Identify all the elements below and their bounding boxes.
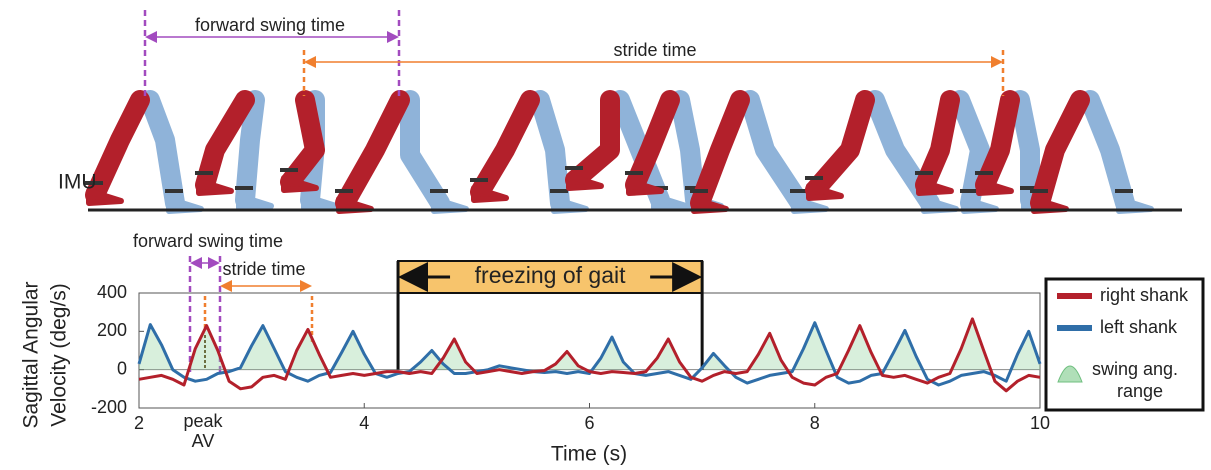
swing-fill <box>700 353 729 370</box>
annotation: forward swing time <box>195 15 345 35</box>
freezing-label: freezing of gait <box>475 262 626 288</box>
x-tick-label: 4 <box>359 413 369 433</box>
leg-shape <box>740 90 810 213</box>
plot: -200 0 200 400 2 4 6 8 10 freezing of gait <box>91 260 1050 433</box>
leg-shape <box>805 90 875 200</box>
foot <box>301 193 339 211</box>
foot <box>806 183 844 201</box>
legend-label: range <box>1117 381 1163 401</box>
foot <box>566 173 604 191</box>
leg-shape <box>1010 90 1040 210</box>
foot <box>916 178 954 196</box>
swing-fill <box>411 350 450 370</box>
leg-shape <box>530 90 570 213</box>
leg-shape <box>1080 90 1135 213</box>
leg <box>530 90 589 214</box>
peak-label: AV <box>192 431 215 451</box>
legend-label: swing ang. <box>1092 359 1178 379</box>
y-tick-label: 400 <box>97 282 127 302</box>
annotation: stride time <box>222 259 305 279</box>
y-tick-label: 200 <box>97 320 127 340</box>
legend-swatch <box>1057 365 1083 383</box>
foot <box>976 178 1014 196</box>
annotation: stride time <box>613 40 696 60</box>
swing-fill <box>647 339 686 370</box>
leg <box>85 90 150 206</box>
leg <box>280 90 325 193</box>
leg <box>975 90 1020 196</box>
swing-fill <box>188 325 225 370</box>
leg-shape <box>335 90 410 213</box>
swing-fill <box>748 333 788 370</box>
legend-box <box>1044 277 1205 412</box>
leg-shape <box>400 90 450 213</box>
legend-label: left shank <box>1100 317 1178 337</box>
legend: right shank left shank swing ang.range <box>1057 285 1189 401</box>
peak-label: peak <box>183 411 223 431</box>
swing-fill <box>289 329 327 370</box>
foot <box>626 178 664 196</box>
gait-illustration <box>85 90 1154 214</box>
swing-fill <box>434 339 474 370</box>
leg <box>625 90 680 196</box>
foot <box>651 193 689 211</box>
leg <box>140 90 204 214</box>
foot <box>196 178 234 196</box>
series-line <box>138 317 1041 393</box>
leg-shape <box>470 90 540 202</box>
leg-shape <box>280 90 325 192</box>
annotation: forward swing time <box>133 231 283 251</box>
leg-shape <box>140 90 185 213</box>
foot <box>471 185 509 203</box>
leg <box>1080 90 1154 214</box>
leg <box>470 90 540 203</box>
leg-shape <box>670 90 705 210</box>
y-tick-label: 0 <box>117 358 127 378</box>
foot <box>281 175 319 193</box>
leg <box>915 90 960 196</box>
swing-fill <box>234 325 285 370</box>
legend-label: right shank <box>1100 285 1189 305</box>
swing-fill <box>793 322 835 370</box>
leg <box>805 90 875 201</box>
x-tick-label: 6 <box>584 413 594 433</box>
x-tick-label: 10 <box>1030 413 1050 433</box>
leg <box>235 90 274 211</box>
foot <box>236 193 274 211</box>
leg <box>400 90 469 214</box>
leg <box>335 90 410 214</box>
y-tick-label: -200 <box>91 397 127 417</box>
foot <box>86 188 124 206</box>
leg-shape <box>565 90 620 190</box>
x-tick-label: 2 <box>134 413 144 433</box>
swing-fill <box>951 318 991 370</box>
leg-shape <box>85 90 150 205</box>
swing-fill <box>839 325 880 370</box>
x-axis-label: Time (s) <box>551 443 627 466</box>
swing-fill <box>1011 331 1040 370</box>
y-axis-label: Velocity (deg/s) <box>48 283 71 427</box>
swing-fill <box>884 330 923 370</box>
leg-shape <box>950 90 990 213</box>
swing-fill <box>332 331 374 370</box>
leg-shape <box>235 90 265 210</box>
y-axis-label: Sagittal Angular <box>20 281 43 428</box>
imu-label: IMU <box>58 171 97 194</box>
swing-fill <box>592 337 631 370</box>
x-tick-label: 8 <box>810 413 820 433</box>
leg-shape <box>1030 90 1090 213</box>
leg-shape <box>690 90 750 213</box>
leg <box>195 90 255 196</box>
leg <box>565 90 620 191</box>
